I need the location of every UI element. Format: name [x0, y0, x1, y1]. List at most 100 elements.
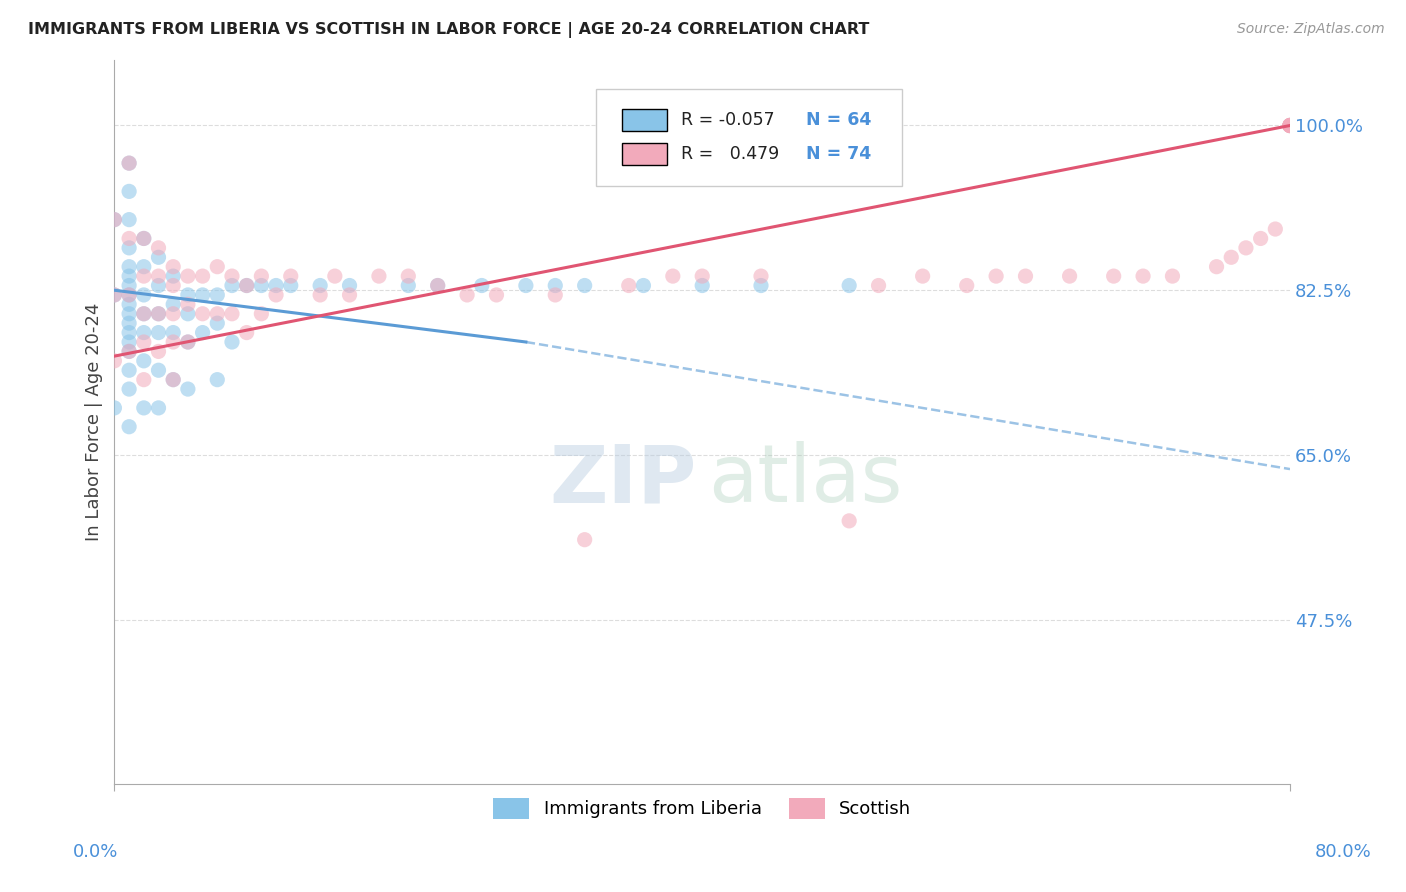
Point [148, 250, 170, 264]
FancyBboxPatch shape [623, 109, 666, 130]
Point [118, 316, 141, 330]
Point [118, 185, 141, 199]
Point [118, 288, 141, 302]
Point [868, 278, 890, 293]
Point [956, 278, 979, 293]
Text: ZIP: ZIP [550, 441, 696, 519]
Point [280, 269, 302, 284]
Y-axis label: In Labor Force | Age 20-24: In Labor Force | Age 20-24 [86, 302, 103, 541]
Point [103, 401, 125, 415]
Text: Source: ZipAtlas.com: Source: ZipAtlas.com [1237, 22, 1385, 37]
Point [177, 288, 200, 302]
Point [221, 278, 243, 293]
Point [118, 334, 141, 349]
Point [1279, 119, 1302, 133]
Point [309, 278, 332, 293]
Point [1279, 119, 1302, 133]
Point [1205, 260, 1227, 274]
Point [118, 344, 141, 359]
Point [191, 326, 214, 340]
Point [191, 288, 214, 302]
Point [838, 514, 860, 528]
FancyBboxPatch shape [596, 88, 903, 186]
Point [1014, 269, 1036, 284]
Point [118, 156, 141, 170]
Point [1220, 250, 1243, 264]
Point [132, 288, 155, 302]
Point [132, 231, 155, 245]
Point [1279, 119, 1302, 133]
Point [984, 269, 1007, 284]
Point [485, 288, 508, 302]
Point [103, 288, 125, 302]
Point [207, 260, 229, 274]
Point [207, 316, 229, 330]
Point [911, 269, 934, 284]
Point [177, 382, 200, 396]
Text: 0.0%: 0.0% [73, 843, 118, 861]
Point [148, 401, 170, 415]
Point [118, 307, 141, 321]
Point [1264, 222, 1286, 236]
Point [1161, 269, 1184, 284]
Text: atlas: atlas [709, 441, 903, 519]
Point [132, 260, 155, 274]
Point [1279, 119, 1302, 133]
Point [177, 297, 200, 311]
Point [250, 307, 273, 321]
Point [264, 278, 287, 293]
Point [1132, 269, 1154, 284]
Point [132, 401, 155, 415]
Point [177, 269, 200, 284]
Point [368, 269, 391, 284]
Point [1102, 269, 1125, 284]
Point [426, 278, 449, 293]
Point [544, 288, 567, 302]
Point [148, 344, 170, 359]
Point [207, 307, 229, 321]
Point [132, 307, 155, 321]
Point [191, 307, 214, 321]
Point [280, 278, 302, 293]
Point [456, 288, 478, 302]
Point [207, 288, 229, 302]
Point [749, 278, 772, 293]
Point [471, 278, 494, 293]
Point [1279, 119, 1302, 133]
Point [118, 344, 141, 359]
Text: R =   0.479: R = 0.479 [681, 145, 779, 163]
Point [177, 334, 200, 349]
Point [690, 278, 713, 293]
Point [162, 307, 184, 321]
Point [1234, 241, 1257, 255]
Point [1059, 269, 1081, 284]
Point [118, 326, 141, 340]
Point [1279, 119, 1302, 133]
Point [118, 288, 141, 302]
Point [103, 212, 125, 227]
Point [162, 278, 184, 293]
Point [221, 307, 243, 321]
Point [118, 278, 141, 293]
Text: R = -0.057: R = -0.057 [681, 111, 775, 128]
Legend: Immigrants from Liberia, Scottish: Immigrants from Liberia, Scottish [486, 791, 918, 826]
Point [103, 212, 125, 227]
FancyBboxPatch shape [623, 143, 666, 165]
Point [118, 269, 141, 284]
Point [207, 373, 229, 387]
Text: IMMIGRANTS FROM LIBERIA VS SCOTTISH IN LABOR FORCE | AGE 20-24 CORRELATION CHART: IMMIGRANTS FROM LIBERIA VS SCOTTISH IN L… [28, 22, 869, 38]
Point [617, 278, 640, 293]
Point [148, 307, 170, 321]
Point [103, 288, 125, 302]
Point [574, 533, 596, 547]
Point [235, 278, 257, 293]
Point [118, 241, 141, 255]
Point [339, 288, 361, 302]
Point [309, 288, 332, 302]
Point [132, 326, 155, 340]
Point [339, 278, 361, 293]
Point [132, 373, 155, 387]
Point [426, 278, 449, 293]
Point [148, 363, 170, 377]
Point [544, 278, 567, 293]
